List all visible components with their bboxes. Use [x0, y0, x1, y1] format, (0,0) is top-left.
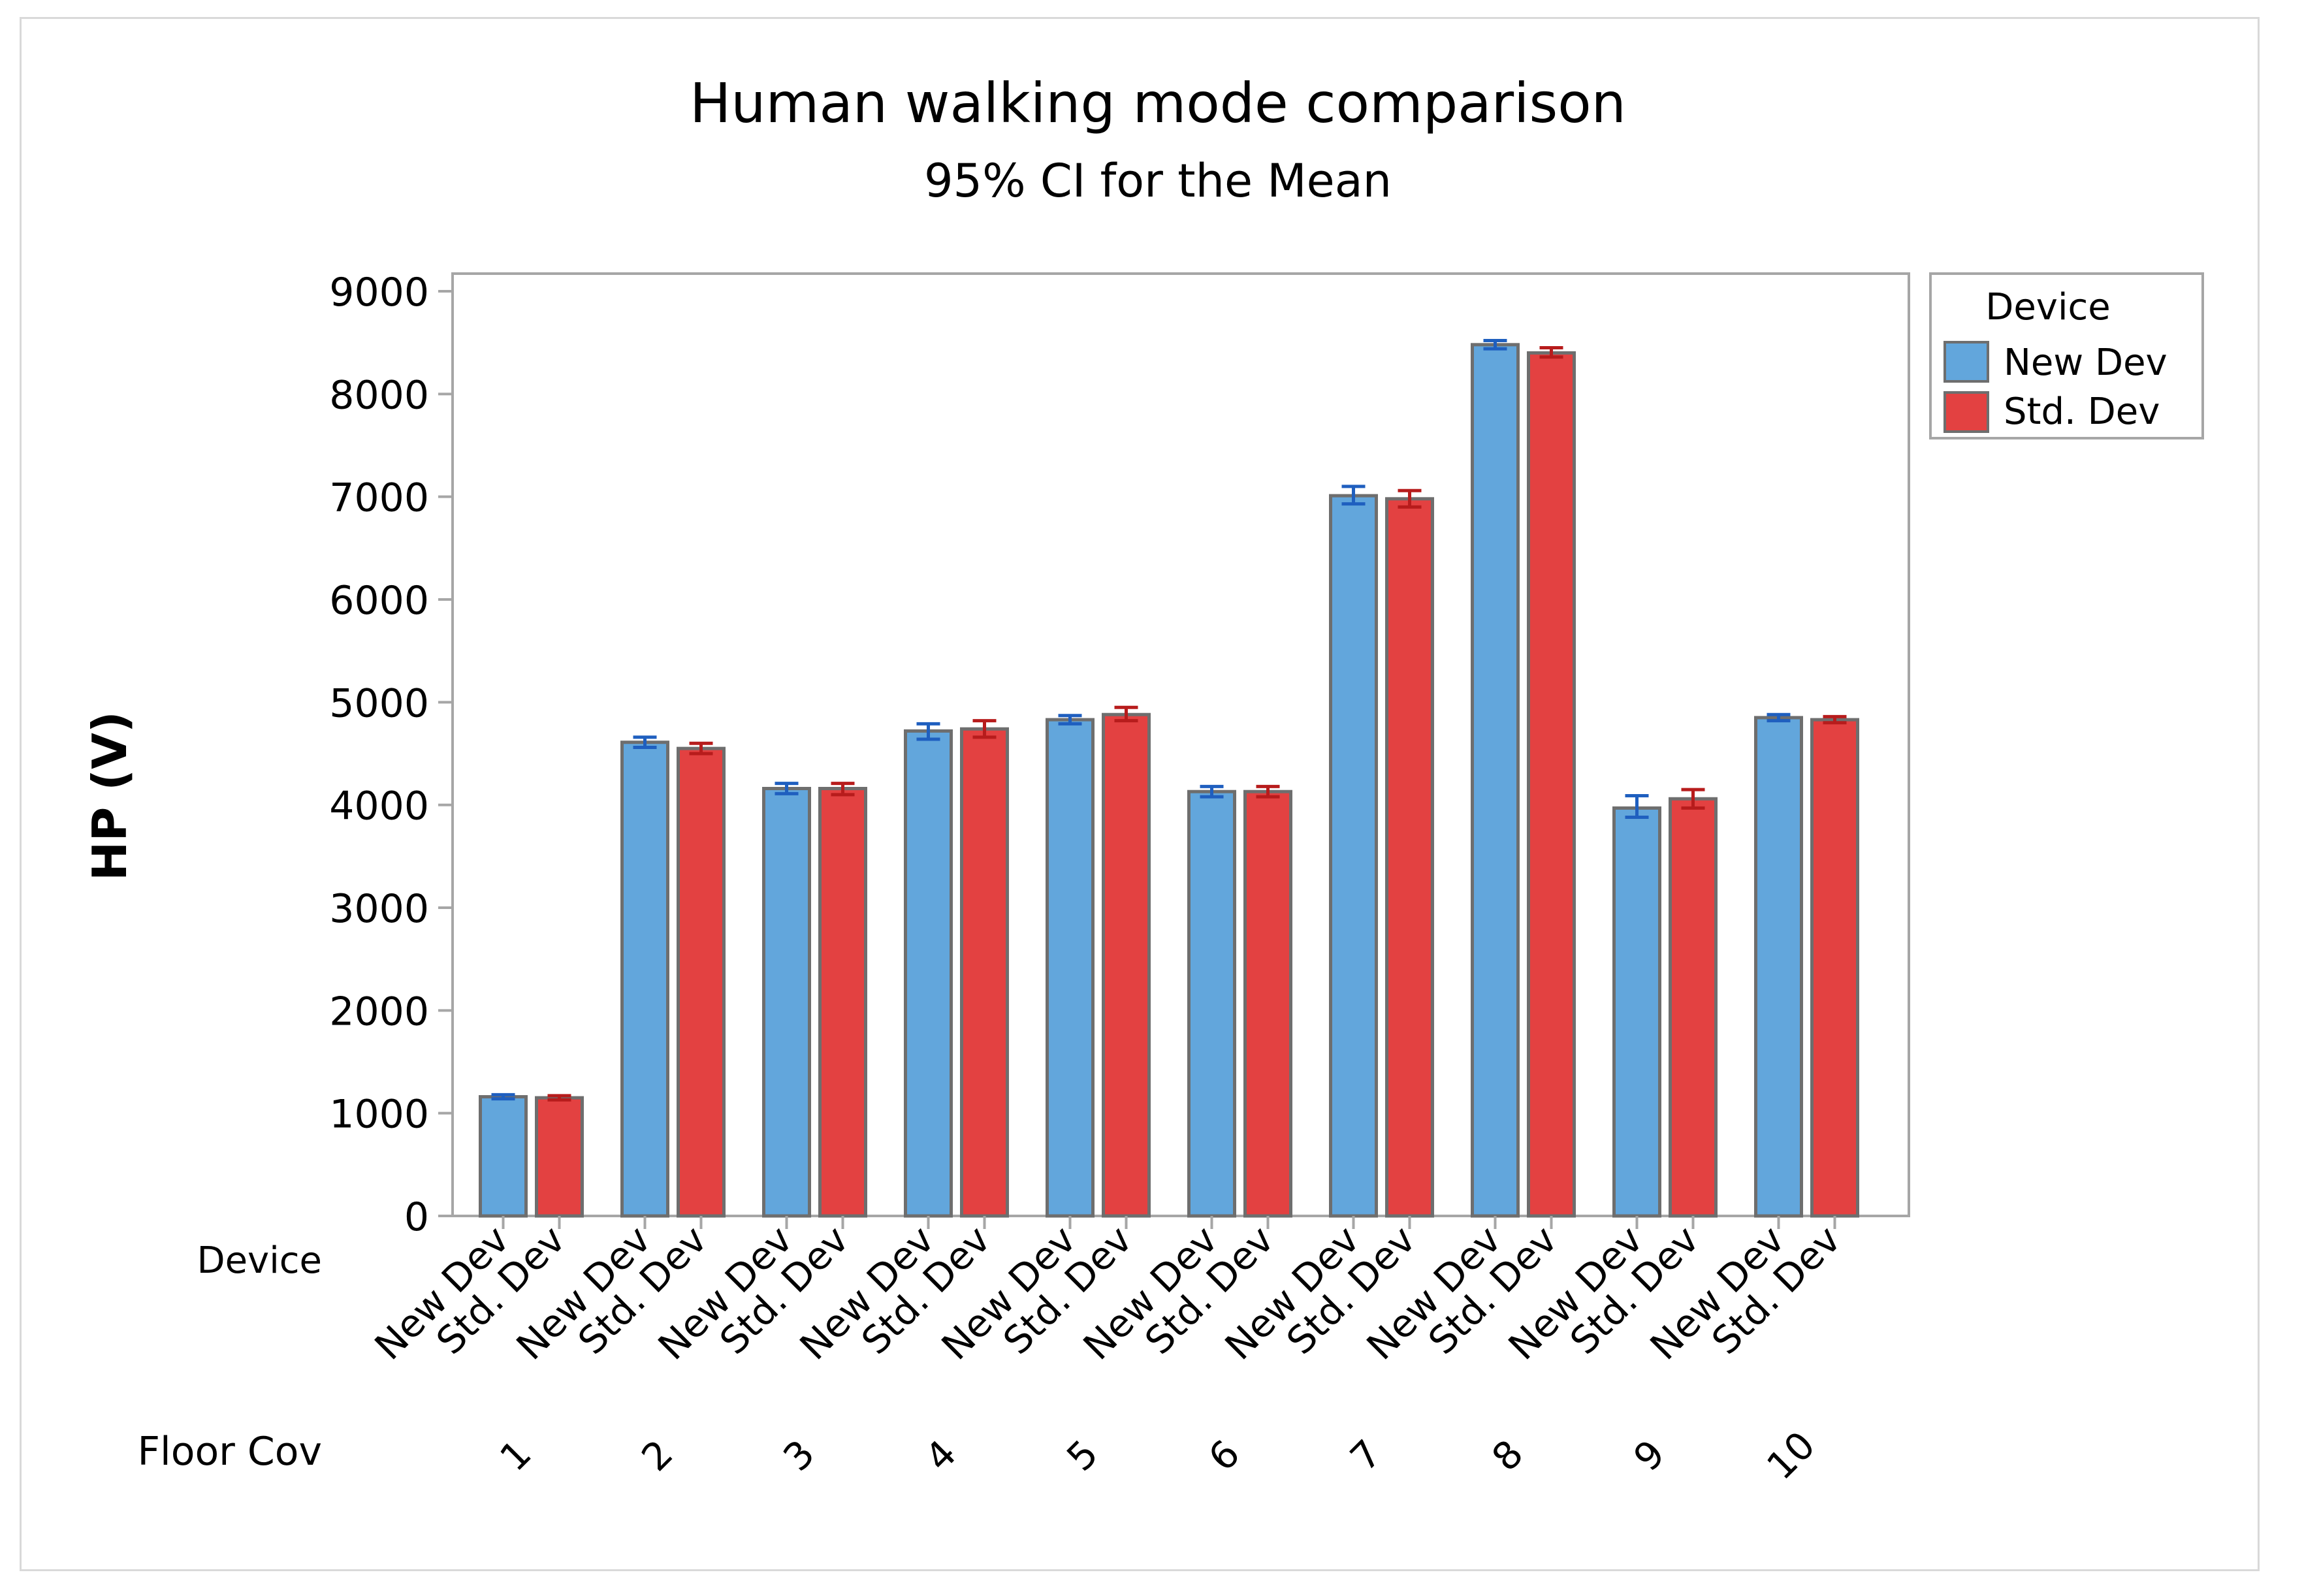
y-tick-label: 5000 [329, 680, 429, 726]
bar-new-dev-7 [1329, 494, 1378, 1218]
error-bar [689, 741, 713, 756]
bar-new-dev-2 [620, 741, 669, 1218]
bar-new-dev-3 [762, 786, 811, 1218]
error-bar [831, 782, 855, 797]
bar-std-dev-5 [1102, 712, 1151, 1218]
bar-new-dev-1 [479, 1094, 528, 1218]
bar-std-dev-9 [1669, 797, 1718, 1218]
error-bar [916, 722, 940, 741]
chart-frame: Human walking mode comparison 95% CI for… [20, 17, 2260, 1571]
plot-area [451, 272, 1910, 1217]
x-group-label: 9 [1625, 1431, 1673, 1480]
error-bar [1341, 485, 1366, 506]
y-tick-label: 9000 [329, 270, 429, 315]
error-bar [491, 1093, 515, 1101]
chart-svg: Human walking mode comparison 95% CI for… [82, 71, 2204, 1488]
bar-std-dev-4 [960, 727, 1009, 1218]
bar-std-dev-2 [677, 746, 726, 1218]
bar-std-dev-6 [1243, 790, 1292, 1218]
y-tick-label: 7000 [329, 475, 429, 521]
y-axis: 0 1000 2000 3000 4000 5000 6000 7000 8000 9000 [329, 270, 453, 1240]
bar-std-dev-3 [818, 786, 867, 1218]
x-group-label: 4 [916, 1431, 965, 1480]
error-bar [547, 1094, 571, 1102]
legend-label-std-dev: Std. Dev [2004, 391, 2160, 433]
y-tick-label: 4000 [329, 784, 429, 829]
error-bar [1398, 488, 1422, 509]
error-bar [1058, 714, 1082, 726]
bar-new-dev-4 [904, 729, 953, 1218]
legend-swatch-new-dev [1943, 341, 1989, 383]
bar-std-dev-7 [1385, 497, 1434, 1218]
y-tick-label: 0 [404, 1194, 429, 1240]
error-bar [1114, 705, 1138, 723]
bar-new-dev-8 [1471, 343, 1520, 1218]
device-axis-label: Device [197, 1239, 322, 1282]
x-group-label: 1 [491, 1431, 539, 1480]
chart-title: Human walking mode comparison [690, 71, 1626, 135]
bar-new-dev-5 [1046, 718, 1095, 1218]
y-tick-label: 6000 [329, 578, 429, 624]
bar-new-dev-6 [1187, 790, 1236, 1218]
legend-title: Device [1985, 286, 2111, 328]
x-group-label: 6 [1200, 1431, 1248, 1480]
error-bar [1625, 794, 1649, 820]
y-tick-label: 8000 [329, 372, 429, 418]
bar-new-dev-9 [1612, 806, 1661, 1218]
y-tick-label: 1000 [329, 1092, 429, 1138]
error-bar [972, 719, 997, 739]
bars [479, 339, 1859, 1218]
x-group-label: 10 [1758, 1423, 1823, 1488]
error-bar [775, 782, 799, 795]
bar-std-dev-8 [1527, 351, 1576, 1218]
legend-swatch-std-dev [1943, 391, 1989, 433]
x-group-label: 2 [633, 1431, 681, 1480]
error-bar [1767, 712, 1791, 723]
error-bar [1681, 788, 1705, 810]
bar-std-dev-10 [1810, 718, 1859, 1218]
group-axis-label: Floor Cov [138, 1429, 322, 1475]
y-tick-label: 2000 [329, 989, 429, 1034]
x-group-label: 5 [1058, 1431, 1106, 1480]
legend-label-new-dev: New Dev [2004, 342, 2167, 384]
legend: Device New Dev Std. Dev [1929, 272, 2204, 439]
y-tick-label: 3000 [329, 886, 429, 932]
y-axis-label: HP (V) [82, 711, 137, 881]
error-bar [633, 735, 657, 750]
error-bar [1483, 339, 1507, 351]
error-bar [1823, 714, 1847, 725]
error-bar [1539, 346, 1563, 359]
x-group-label: 7 [1341, 1431, 1390, 1480]
x-group-label: 8 [1483, 1431, 1531, 1480]
error-bar [1256, 784, 1280, 799]
error-bar [1200, 784, 1224, 799]
x-group-label: 3 [775, 1431, 823, 1480]
bar-std-dev-1 [535, 1096, 584, 1218]
bar-new-dev-10 [1754, 716, 1803, 1218]
chart-subtitle: 95% CI for the Mean [924, 154, 1392, 208]
